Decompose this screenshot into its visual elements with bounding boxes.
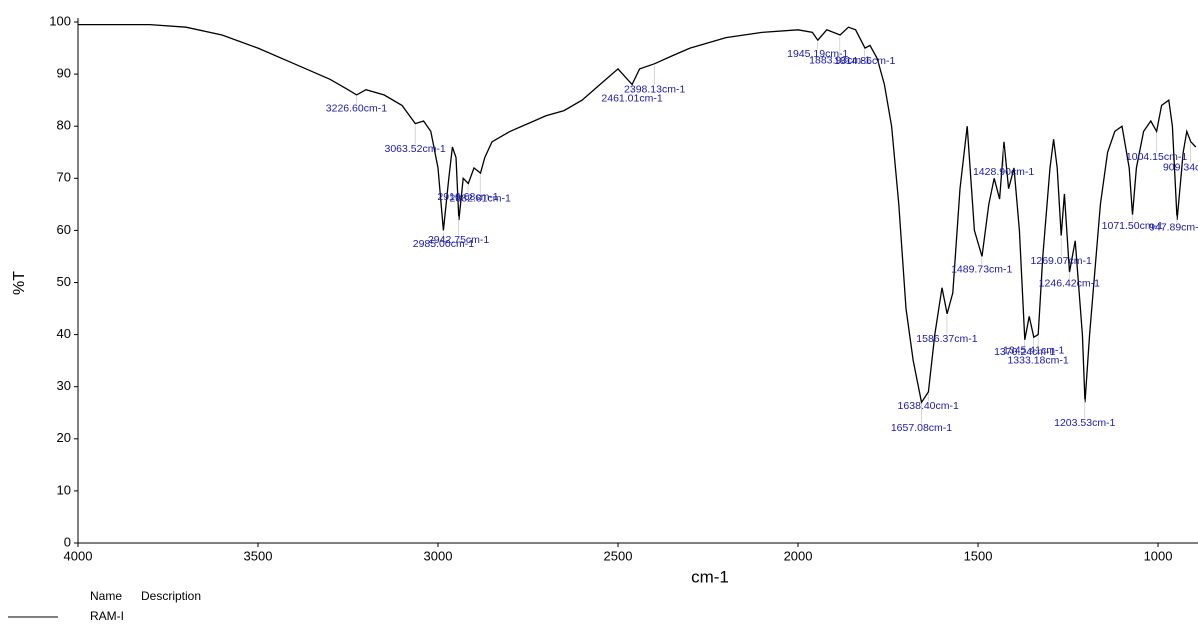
- peak-label: 1586.37cm-1: [916, 333, 977, 345]
- legend-header: Name: [90, 589, 122, 603]
- peak-label: 2398.13cm-1: [624, 83, 685, 95]
- peak-label: 1333.18cm-1: [1007, 354, 1068, 366]
- peak-label: 2916.68cm-1: [437, 191, 498, 203]
- x-tick-label: 3500: [244, 548, 273, 563]
- x-axis-label: cm-1: [691, 567, 729, 586]
- peak-label: 1203.53cm-1: [1054, 417, 1115, 429]
- y-tick-label: 60: [57, 222, 71, 237]
- peak-label: 2461.01cm-1: [601, 92, 662, 104]
- y-tick-label: 70: [57, 170, 71, 185]
- y-tick-label: 10: [57, 482, 71, 497]
- y-tick-label: 40: [57, 326, 71, 341]
- peak-label: 1071.50cm-1: [1102, 220, 1163, 232]
- peak-label: 1004.15cm-1: [1126, 151, 1187, 163]
- peak-label: 1883.93cm-1: [809, 55, 870, 67]
- y-tick-label: 20: [57, 430, 71, 445]
- y-tick-label: 80: [57, 118, 71, 133]
- peak-label: 3063.52cm-1: [384, 143, 445, 155]
- y-tick-label: 90: [57, 66, 71, 81]
- x-tick-label: 1000: [1144, 548, 1173, 563]
- peak-label: 2942.75cm-1: [428, 234, 489, 246]
- y-axis-label: %T: [11, 271, 28, 295]
- x-tick-label: 2000: [784, 548, 813, 563]
- x-tick-label: 3000: [424, 548, 453, 563]
- legend-header: Description: [141, 589, 201, 603]
- peak-label: 2985.00cm-1: [413, 238, 474, 250]
- peak-label: 1638.40cm-1: [898, 400, 959, 412]
- y-tick-label: 0: [64, 534, 71, 549]
- y-tick-label: 100: [49, 13, 71, 28]
- peak-label: 1370.24cm-1: [994, 346, 1055, 358]
- peak-label: 1657.08cm-1: [891, 422, 952, 434]
- peak-label: 1489.73cm-1: [951, 263, 1012, 275]
- peak-label: 1428.90cm-1: [973, 166, 1034, 178]
- legend-label: RAM-I: [90, 609, 124, 623]
- peak-label: 909.34cm-1: [1163, 161, 1198, 173]
- x-tick-label: 1500: [964, 548, 993, 563]
- y-tick-label: 50: [57, 274, 71, 289]
- y-tick-label: 30: [57, 378, 71, 393]
- peak-label: 2882.81cm-1: [450, 193, 511, 205]
- x-tick-label: 4000: [64, 548, 93, 563]
- peak-label: 947.89cm-1: [1149, 221, 1198, 233]
- x-tick-label: 2500: [604, 548, 633, 563]
- peak-label: 1269.07cm-1: [1031, 255, 1092, 267]
- peak-label: 1345.41cm-1: [1003, 344, 1064, 356]
- peak-label: 1814.86cm-1: [834, 55, 895, 67]
- peak-label: 3226.60cm-1: [326, 103, 387, 115]
- peak-label: 1945.19cm-1: [787, 48, 848, 60]
- spectrum-line: [78, 23, 1197, 404]
- peak-label: 1246.42cm-1: [1039, 278, 1100, 290]
